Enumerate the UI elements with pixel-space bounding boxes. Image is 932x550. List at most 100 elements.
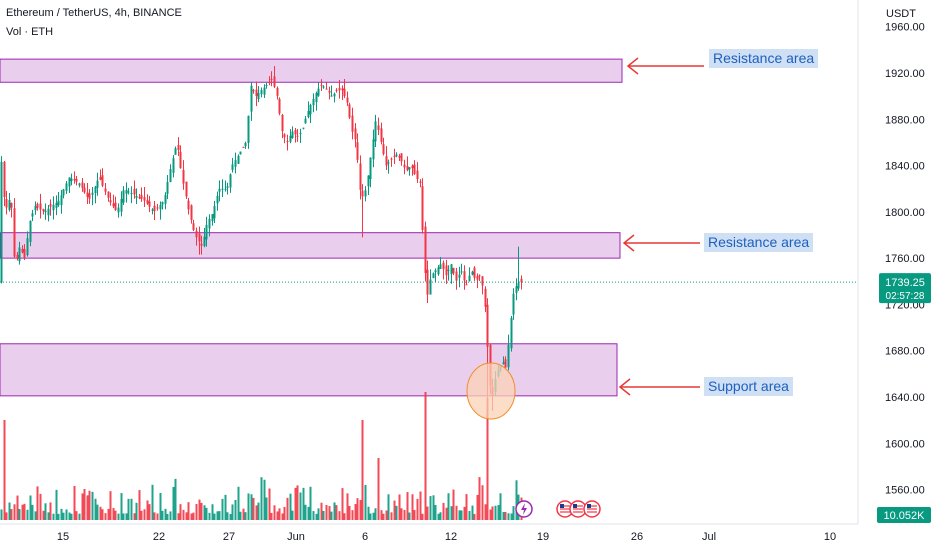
volume-bar: [62, 512, 65, 520]
price-tick: 1840.00: [885, 161, 925, 173]
volume-bar: [463, 506, 466, 520]
volume-bar: [478, 477, 481, 520]
volume-bar: [343, 513, 346, 520]
candle-body: [283, 134, 286, 138]
candle-body: [208, 218, 211, 229]
candle-body: [172, 158, 175, 173]
volume-bar: [18, 509, 21, 520]
volume-bar: [174, 478, 177, 520]
volume-bar: [151, 484, 154, 520]
time-tick: Jun: [287, 531, 305, 543]
volume-bar: [265, 497, 268, 520]
volume-bar: [312, 511, 315, 520]
candle-body: [242, 146, 245, 148]
candle-body: [23, 248, 26, 258]
volume-bar: [450, 506, 453, 520]
volume-bar: [211, 504, 214, 520]
candle-body: [125, 189, 128, 194]
candle-body: [99, 177, 102, 180]
candle-body: [94, 186, 97, 194]
volume-bar: [200, 502, 203, 520]
zones-layer: [0, 58, 623, 397]
volume-bar: [442, 502, 445, 520]
volume-bar: [138, 490, 141, 520]
volume-legend[interactable]: Vol · ETH: [6, 26, 54, 38]
candle-body: [468, 275, 471, 281]
volume-bar: [281, 513, 284, 520]
candle-body: [213, 206, 216, 219]
candle-body: [465, 284, 468, 286]
volume-bar: [44, 503, 47, 520]
candle-body: [486, 304, 489, 347]
volume-bar: [494, 505, 497, 520]
volume-bar: [486, 398, 489, 520]
volume-bar: [99, 506, 102, 520]
volume-bar: [354, 504, 357, 520]
volume-bar: [296, 485, 299, 520]
candle-body: [481, 276, 484, 286]
volume-bar: [484, 504, 487, 520]
volume-bar: [369, 513, 372, 520]
candle-body: [68, 177, 71, 187]
candle-body: [117, 207, 120, 213]
candle-body: [411, 165, 414, 169]
volume-bar: [107, 508, 110, 520]
candle-body: [413, 164, 416, 175]
candle-body: [380, 128, 383, 142]
volume-bar: [229, 513, 232, 520]
volume-bar: [260, 477, 263, 520]
candle-body: [356, 142, 359, 160]
symbol-title[interactable]: Ethereum / TetherUS, 4h, BINANCE: [6, 7, 182, 19]
candle-body: [359, 163, 362, 190]
candle-body: [504, 359, 507, 368]
volume-bar: [88, 490, 91, 520]
volume-bar: [68, 512, 71, 520]
candle-body: [49, 204, 52, 207]
flag-canton: [587, 504, 591, 508]
volume-bar: [0, 509, 3, 520]
volume-bar: [395, 505, 398, 520]
volume-bar: [504, 511, 507, 520]
volume-bar: [21, 504, 24, 520]
price-tick: 1760.00: [885, 253, 925, 265]
volume-bar: [255, 505, 258, 520]
candle-body: [179, 151, 182, 169]
volume-bar: [320, 502, 323, 520]
volume-bar: [445, 507, 448, 520]
candle-body: [257, 93, 260, 100]
volume-bar: [278, 508, 281, 520]
candle-body: [21, 248, 24, 253]
lightning-bolt: [521, 503, 527, 515]
volume-bar: [78, 513, 81, 520]
candle-body: [143, 197, 146, 201]
candle-body: [44, 210, 47, 213]
candle-body: [333, 93, 336, 97]
volume-bar: [224, 494, 227, 520]
candle-body: [185, 181, 188, 197]
volume-bar: [400, 508, 403, 520]
candle-body: [57, 200, 60, 206]
candle-body: [190, 205, 193, 220]
candle-body: [390, 158, 393, 160]
volume-bar: [130, 498, 133, 520]
volume-bar: [172, 486, 175, 520]
candle-body: [114, 202, 117, 210]
candle-body: [445, 265, 448, 276]
volume-bar: [289, 493, 292, 520]
candle-body: [250, 85, 253, 112]
time-tick: Jul: [702, 531, 716, 543]
candle-body: [205, 224, 208, 240]
volume-bar: [133, 513, 136, 520]
candle-body: [460, 271, 463, 273]
support-note: Support area: [704, 377, 793, 396]
candle-body: [268, 82, 271, 84]
event-icons[interactable]: [515, 500, 601, 518]
volume-bar: [299, 492, 302, 520]
candle-body: [231, 164, 234, 170]
volume-bar: [177, 513, 180, 520]
volume-bar: [273, 505, 276, 520]
volume-bar: [276, 511, 279, 520]
candle-body: [299, 132, 302, 134]
